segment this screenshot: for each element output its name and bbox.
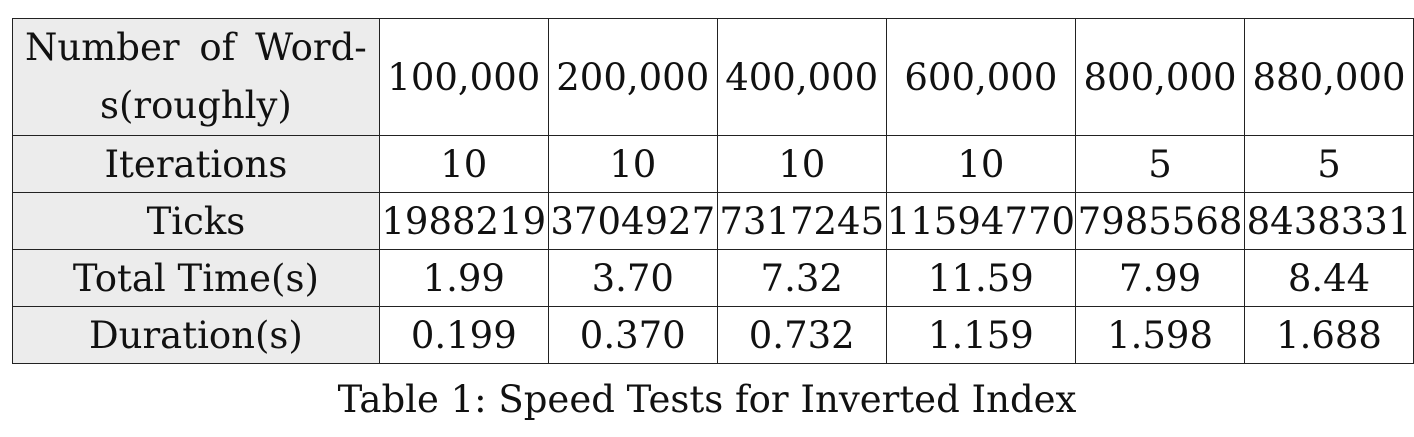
column-header: 400,000 <box>716 18 887 136</box>
row-header: Total Time(s) <box>12 249 380 307</box>
table-row-duration: Duration(s) 0.199 0.370 0.732 1.159 1.59… <box>12 306 1414 364</box>
row-header: Ticks <box>12 192 380 250</box>
column-header: 800,000 <box>1075 18 1246 136</box>
table-cell: 1.598 <box>1075 306 1246 364</box>
table-cell: 10 <box>547 135 718 193</box>
table-cell: 10 <box>378 135 549 193</box>
table-header-row: Number of Word- s(roughly) 100,000 200,0… <box>12 18 1414 136</box>
table-cell: 0.370 <box>547 306 718 364</box>
table-cell: 7317245 <box>716 192 887 250</box>
table-caption: Table 1: Speed Tests for Inverted Index <box>337 378 1077 421</box>
table-cell: 10 <box>885 135 1077 193</box>
table-cell: 7.32 <box>716 249 887 307</box>
table-cell: 1.159 <box>885 306 1077 364</box>
table-row-ticks: Ticks 1988219 3704927 7317245 11594770 7… <box>12 192 1414 250</box>
table-cell: 1.99 <box>378 249 549 307</box>
table-cell: 1988219 <box>378 192 549 250</box>
row-header: Iterations <box>12 135 380 193</box>
table-cell: 11594770 <box>885 192 1077 250</box>
column-header: 880,000 <box>1244 18 1414 136</box>
row-header-number-of-words: Number of Word- s(roughly) <box>12 18 380 136</box>
column-header: 100,000 <box>378 18 549 136</box>
speed-test-table: Number of Word- s(roughly) 100,000 200,0… <box>12 18 1414 364</box>
row-header: Duration(s) <box>12 306 380 364</box>
table-cell: 5 <box>1075 135 1246 193</box>
table-cell: 10 <box>716 135 887 193</box>
table-cell: 1.688 <box>1244 306 1414 364</box>
table-cell: 0.199 <box>378 306 549 364</box>
header-label-line2: s(roughly) <box>99 84 292 127</box>
table-cell: 8.44 <box>1244 249 1414 307</box>
table-cell: 5 <box>1244 135 1414 193</box>
table-cell: 8438331 <box>1244 192 1414 250</box>
header-label-line1: Number of Word- <box>25 26 367 69</box>
table-cell: 7.99 <box>1075 249 1246 307</box>
table-cell: 11.59 <box>885 249 1077 307</box>
column-header: 200,000 <box>547 18 718 136</box>
table-row-total-time: Total Time(s) 1.99 3.70 7.32 11.59 7.99 … <box>12 249 1414 307</box>
table-cell: 7985568 <box>1075 192 1246 250</box>
table-cell: 0.732 <box>716 306 887 364</box>
table-cell: 3.70 <box>547 249 718 307</box>
column-header: 600,000 <box>885 18 1077 136</box>
table-cell: 3704927 <box>547 192 718 250</box>
table-row-iterations: Iterations 10 10 10 10 5 5 <box>12 135 1414 193</box>
